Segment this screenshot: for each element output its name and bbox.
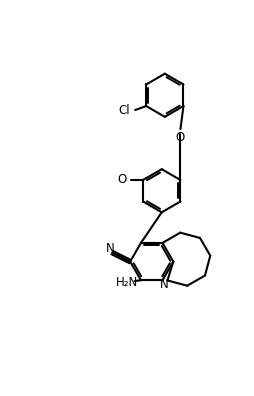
Text: O: O — [118, 173, 127, 187]
Text: N: N — [160, 278, 168, 291]
Text: Cl: Cl — [118, 103, 130, 116]
Text: N: N — [106, 242, 115, 255]
Text: H₂N: H₂N — [116, 276, 138, 289]
Text: O: O — [176, 131, 185, 144]
